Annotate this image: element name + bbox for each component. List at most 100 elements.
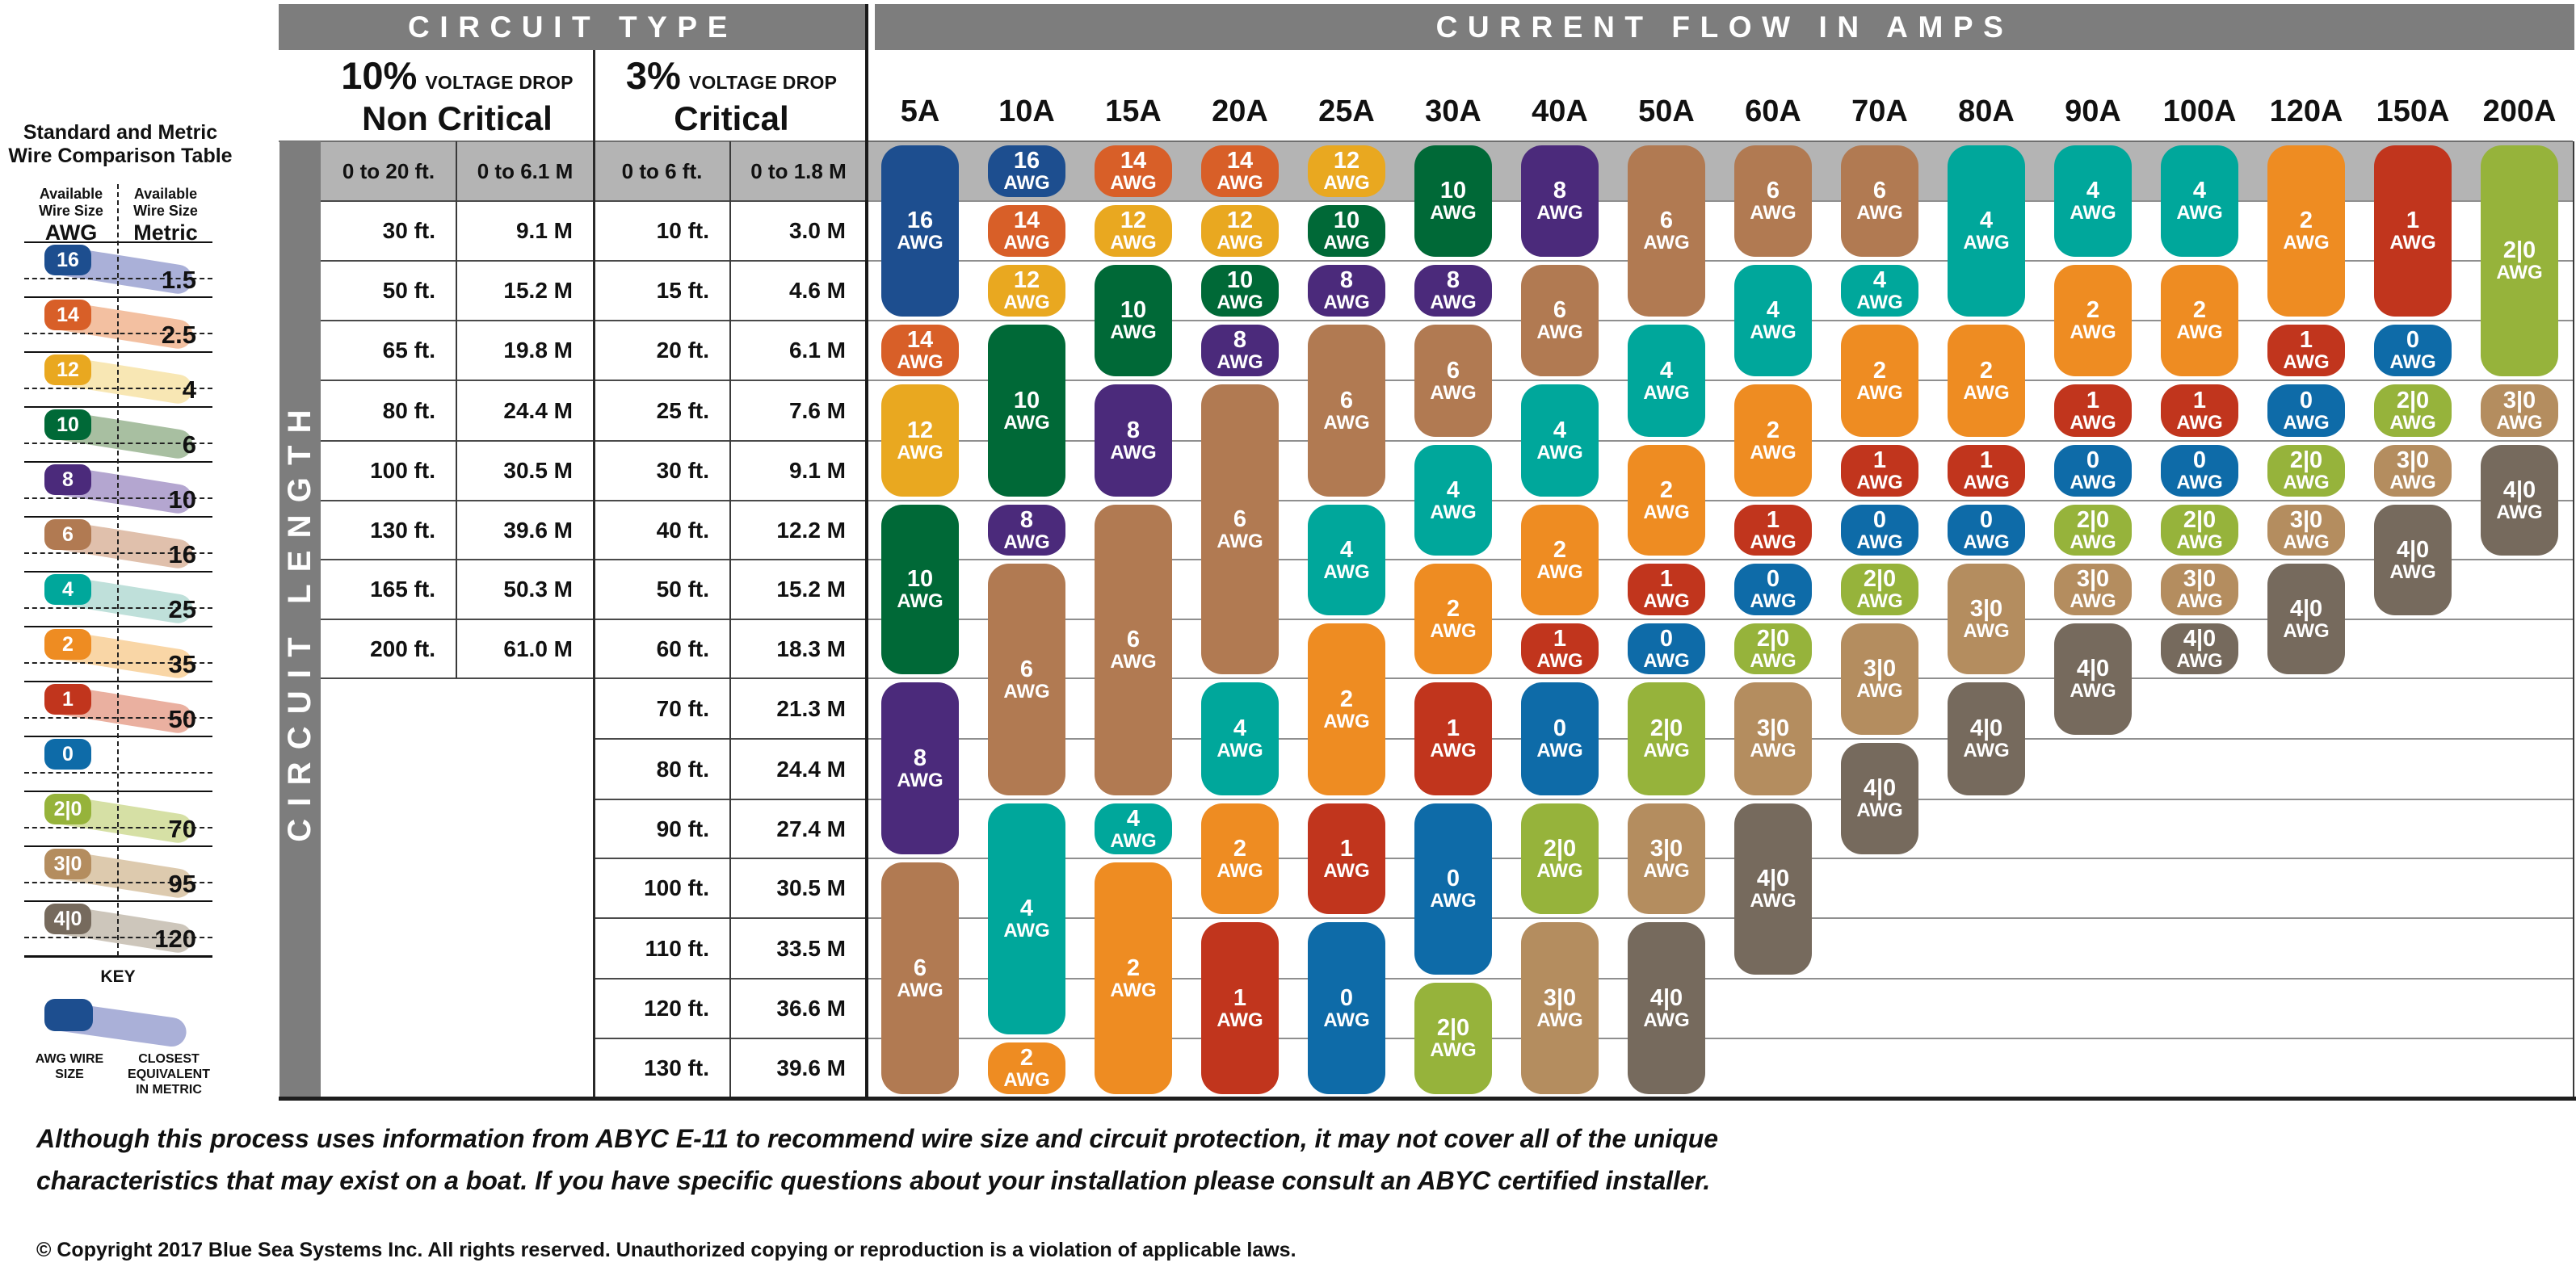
sidebar-metric-value: 50 <box>168 705 196 733</box>
pill-awg-unit: AWG <box>2176 202 2223 224</box>
pill-awg-unit: AWG <box>1430 619 1477 642</box>
length-cell-m3: 9.1 M <box>788 458 846 483</box>
sidebar-awg-pill: 12 <box>44 354 91 385</box>
pill-awg-unit: AWG <box>1430 381 1477 404</box>
wire-pill-25A-10awg: 10 AWG <box>1308 205 1385 257</box>
length-cell-ft10: 200 ft. <box>370 636 435 661</box>
length-cell-ft10: 100 ft. <box>370 458 435 483</box>
pill-awg-number: 14 <box>1120 148 1147 174</box>
wire-pill-90A-4|0awg: 4|0 AWG <box>2054 623 2132 735</box>
pill-awg-number: 12 <box>906 417 934 443</box>
disclaimer-line2: characteristics that may exist on a boat… <box>36 1166 1711 1195</box>
pill-awg-number: 4 <box>1126 805 1141 832</box>
pill-awg-unit: AWG <box>2283 531 2330 553</box>
length-cell-ft10: 80 ft. <box>382 398 435 423</box>
pill-awg-unit: AWG <box>1430 501 1477 523</box>
pill-awg-unit: AWG <box>1750 321 1796 343</box>
pill-awg-unit: AWG <box>2176 649 2223 672</box>
sidebar-table-bottom-border <box>24 955 212 958</box>
length-cell-ft3: 25 ft. <box>656 398 709 423</box>
pill-awg-number: 10 <box>906 566 934 592</box>
pill-awg-unit: AWG <box>1750 649 1796 672</box>
pill-awg-number: 0 <box>1446 866 1460 891</box>
wire-pill-40A-1awg: 1 AWG <box>1521 623 1599 674</box>
pill-awg-unit: AWG <box>1643 590 1690 612</box>
key-awg-label: AWG WIRE SIZE <box>35 1052 104 1081</box>
pill-awg-number: 0 <box>2086 447 2100 473</box>
wire-pill-50A-4awg: 4 AWG <box>1628 325 1705 437</box>
wire-pill-60A-4awg: 4 AWG <box>1734 265 1812 376</box>
amp-column-header: 90A <box>2065 94 2121 128</box>
pill-awg-number: 2|0 <box>1863 566 1897 592</box>
wire-pill-30A-2|0awg: 2|0 AWG <box>1414 983 1492 1094</box>
length-cell-ft3: 15 ft. <box>656 278 709 303</box>
length-cell-m3: 4.6 M <box>788 278 846 303</box>
length-cell-m3: 12.2 M <box>776 518 846 543</box>
pill-awg-number: 4|0 <box>2183 625 2217 652</box>
pill-awg-unit: AWG <box>1750 740 1796 761</box>
wire-pill-40A-2|0awg: 2|0 AWG <box>1521 803 1599 914</box>
pill-awg-unit: AWG <box>2283 472 2330 493</box>
sidebar-metric-value: 6 <box>182 430 196 459</box>
pill-awg-number: 6 <box>1446 357 1460 384</box>
wire-pill-25A-6awg: 6 AWG <box>1308 325 1385 497</box>
pill-awg-unit: AWG <box>1217 859 1263 882</box>
amp-column-header: 50A <box>1638 94 1695 128</box>
length-cell-m3: 15.2 M <box>776 577 846 602</box>
wire-pill-70A-6awg: 6 AWG <box>1841 145 1918 257</box>
length-cell-m3: 24.4 M <box>776 757 846 782</box>
wire-pill-30A-8awg: 8 AWG <box>1414 265 1492 317</box>
wire-pill-120A-0awg: 0 AWG <box>2267 384 2345 437</box>
sidebar-awg-pill: 4 <box>44 574 91 605</box>
length-cell-ft3: 60 ft. <box>656 636 709 661</box>
pill-awg-number: 2|0 <box>1649 715 1683 741</box>
pill-awg-unit: AWG <box>1110 441 1157 464</box>
pill-awg-unit: AWG <box>2283 351 2330 373</box>
wire-pill-50A-6awg: 6 AWG <box>1628 145 1705 317</box>
length-cell-ft3: 70 ft. <box>656 696 709 721</box>
length-cell-ft3: 30 ft. <box>656 458 709 483</box>
amp-column-header: 30A <box>1425 94 1481 128</box>
pill-awg-unit: AWG <box>897 979 943 1001</box>
length-cell-ft10: 30 ft. <box>382 218 435 243</box>
pill-awg-number: 14 <box>1013 208 1040 233</box>
pill-awg-unit: AWG <box>1003 292 1050 313</box>
noncritical-header: 10% VOLTAGE DROP Non Critical <box>321 50 594 141</box>
pill-awg-unit: AWG <box>1856 472 1903 493</box>
critical-percent: 3% <box>625 54 681 97</box>
sidebar-metric-value: 2.5 <box>161 321 196 349</box>
pill-awg-number: 1 <box>1979 447 1994 473</box>
wire-pill-10A-6awg: 6 AWG <box>988 564 1065 795</box>
pill-awg-number: 8 <box>913 745 927 771</box>
wire-pill-10A-2awg: 2 AWG <box>988 1042 1065 1094</box>
wire-pill-120A-4|0awg: 4|0 AWG <box>2267 564 2345 674</box>
pill-awg-unit: AWG <box>1217 292 1263 313</box>
amp-column-header: 150A <box>2376 94 2450 128</box>
length-cell-m3: 39.6 M <box>776 1055 846 1080</box>
pill-awg-number: 1 <box>1553 625 1567 652</box>
length-cell-ft3: 50 ft. <box>656 577 709 602</box>
pill-awg-number: 14 <box>1226 148 1254 174</box>
pill-awg-unit: AWG <box>1323 232 1370 254</box>
sidebar-awg-pill: 8 <box>44 464 91 495</box>
pill-awg-number: 12 <box>1120 208 1147 233</box>
wire-pill-70A-4awg: 4 AWG <box>1841 265 1918 317</box>
vborder-critical-divider <box>593 50 595 1098</box>
pill-awg-unit: AWG <box>2389 560 2436 583</box>
wire-pill-70A-2|0awg: 2|0 AWG <box>1841 564 1918 615</box>
pill-awg-unit: AWG <box>2389 351 2436 373</box>
pill-awg-number: 2 <box>1872 357 1887 384</box>
copyright-text: © Copyright 2017 Blue Sea Systems Inc. A… <box>36 1239 1296 1261</box>
awg-col-label1: Available <box>39 186 103 202</box>
amp-column-header: 60A <box>1745 94 1801 128</box>
pill-awg-unit: AWG <box>1643 1009 1690 1031</box>
pill-awg-number: 1 <box>1233 984 1247 1011</box>
pill-awg-unit: AWG <box>1003 232 1050 254</box>
pill-awg-unit: AWG <box>1963 472 2010 493</box>
vborder-table-right <box>2573 141 2574 1098</box>
pill-awg-number: 4 <box>1979 208 1994 233</box>
pill-awg-unit: AWG <box>897 769 943 791</box>
gridline-amps <box>867 260 2573 262</box>
pill-awg-unit: AWG <box>2389 411 2436 434</box>
